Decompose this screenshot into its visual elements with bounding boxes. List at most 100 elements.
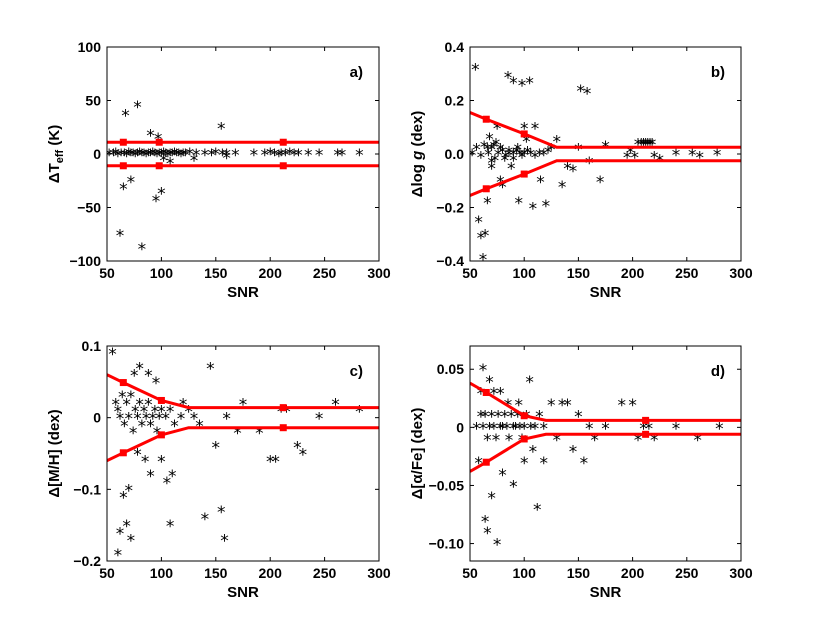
data-point: * bbox=[500, 408, 509, 428]
data-point: * bbox=[108, 345, 117, 365]
x-tick-label: 300 bbox=[367, 265, 391, 281]
data-point: * bbox=[142, 410, 151, 430]
data-point: * bbox=[520, 119, 529, 139]
data-point: * bbox=[177, 410, 186, 430]
data-point: * bbox=[294, 146, 303, 166]
data-point: * bbox=[277, 403, 286, 423]
data-point: * bbox=[715, 419, 724, 439]
data-point: * bbox=[270, 146, 279, 166]
data-point: * bbox=[487, 154, 496, 174]
data-point: * bbox=[498, 466, 507, 486]
panel-letter: d) bbox=[711, 363, 725, 380]
envelope-marker bbox=[119, 162, 127, 170]
data-point: * bbox=[239, 395, 248, 415]
data-point: * bbox=[644, 135, 653, 155]
panel-b: ****************************************… bbox=[409, 39, 753, 301]
data-point: * bbox=[547, 396, 556, 416]
data-point: * bbox=[483, 194, 492, 214]
x-tick-label: 150 bbox=[567, 265, 591, 281]
data-point: * bbox=[481, 226, 490, 246]
data-point: * bbox=[116, 410, 125, 430]
data-point: * bbox=[502, 149, 511, 169]
data-point: * bbox=[481, 408, 490, 428]
data-point: * bbox=[201, 146, 210, 166]
data-point: * bbox=[547, 141, 556, 161]
y-tick-label: 0.1 bbox=[82, 338, 102, 354]
data-point: * bbox=[496, 419, 505, 439]
data-point: * bbox=[523, 143, 532, 163]
x-tick-label: 50 bbox=[462, 265, 478, 281]
data-point: * bbox=[152, 374, 161, 394]
x-tick-label: 200 bbox=[621, 265, 645, 281]
data-point: * bbox=[485, 373, 494, 393]
data-point: * bbox=[576, 82, 585, 102]
data-point: * bbox=[146, 146, 155, 166]
data-point: * bbox=[331, 395, 340, 415]
x-axis-label: SNR bbox=[227, 584, 259, 601]
data-point: * bbox=[531, 119, 540, 139]
data-point: * bbox=[179, 146, 188, 166]
envelope-marker bbox=[155, 138, 163, 146]
data-point: * bbox=[190, 151, 199, 171]
data-point: * bbox=[518, 76, 527, 96]
x-tick-label: 50 bbox=[462, 565, 478, 581]
data-point: * bbox=[129, 424, 138, 444]
data-point: * bbox=[222, 146, 231, 166]
data-point: * bbox=[133, 410, 142, 430]
y-axis-label: Δlog g (dex) bbox=[409, 111, 426, 198]
data-point: * bbox=[168, 146, 177, 166]
y-tick-label: 0 bbox=[456, 419, 464, 435]
data-point: * bbox=[569, 162, 578, 182]
data-point: * bbox=[190, 410, 199, 430]
data-point: * bbox=[520, 419, 529, 439]
data-point: * bbox=[650, 149, 659, 169]
data-point: * bbox=[539, 419, 548, 439]
data-point: * bbox=[151, 403, 160, 423]
data-point: * bbox=[580, 454, 589, 474]
data-point: * bbox=[522, 133, 531, 153]
data-point: * bbox=[491, 151, 500, 171]
y-tick-label: 100 bbox=[78, 39, 102, 55]
data-point: * bbox=[529, 200, 538, 220]
data-point: * bbox=[261, 146, 270, 166]
envelope-marker bbox=[119, 449, 127, 457]
data-point: * bbox=[641, 135, 650, 155]
data-point: * bbox=[120, 146, 129, 166]
data-point: * bbox=[493, 536, 502, 556]
data-point: * bbox=[544, 143, 553, 163]
data-point: * bbox=[583, 84, 592, 104]
data-point: * bbox=[212, 438, 221, 458]
data-point: * bbox=[125, 145, 134, 165]
x-axis-label: SNR bbox=[590, 584, 622, 601]
data-point: * bbox=[490, 384, 499, 404]
data-point: * bbox=[494, 146, 503, 166]
data-point: * bbox=[181, 146, 190, 166]
data-point: * bbox=[159, 151, 168, 171]
y-tick-label: −0.05 bbox=[429, 477, 465, 493]
data-point: * bbox=[477, 384, 486, 404]
data-point: * bbox=[639, 419, 648, 439]
data-point: * bbox=[472, 419, 481, 439]
data-point: * bbox=[498, 178, 507, 198]
data-point: * bbox=[222, 149, 231, 169]
data-point: * bbox=[569, 443, 578, 463]
data-point: * bbox=[133, 146, 142, 166]
data-point: * bbox=[693, 431, 702, 451]
y-axis-label: Δ[M/H] (dex) bbox=[46, 409, 63, 497]
data-point: * bbox=[133, 98, 142, 118]
data-point: * bbox=[520, 146, 529, 166]
data-point: * bbox=[152, 192, 161, 212]
data-point: * bbox=[529, 443, 538, 463]
data-point: * bbox=[490, 138, 499, 158]
data-point: * bbox=[168, 467, 177, 487]
data-point: * bbox=[481, 512, 490, 532]
data-point: * bbox=[175, 146, 184, 166]
data-point: * bbox=[513, 408, 522, 428]
x-tick-label: 200 bbox=[259, 265, 283, 281]
data-point: * bbox=[125, 481, 134, 501]
data-point: * bbox=[536, 173, 545, 193]
data-point: * bbox=[222, 410, 231, 430]
data-point: * bbox=[281, 146, 290, 166]
data-point: * bbox=[220, 532, 229, 552]
envelope-marker bbox=[520, 130, 528, 138]
